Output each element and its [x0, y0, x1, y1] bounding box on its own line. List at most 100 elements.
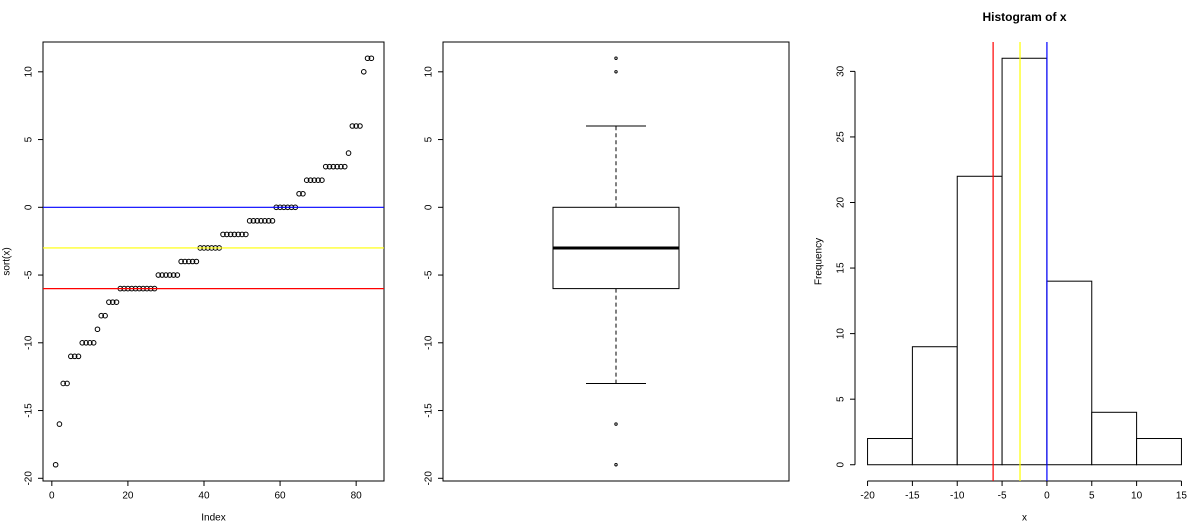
point [334, 163, 340, 170]
point [258, 218, 264, 224]
y-tick-label: 5 [836, 396, 847, 402]
point [83, 339, 89, 346]
point [193, 258, 200, 265]
point [315, 177, 321, 184]
point [109, 299, 116, 305]
y-axis-label: Frequency [814, 238, 825, 285]
point [178, 258, 184, 265]
x-tick-label: 15 [1176, 491, 1188, 502]
bar [1046, 280, 1093, 466]
point [262, 218, 268, 224]
point [64, 380, 70, 387]
bar [1001, 57, 1048, 466]
point [303, 177, 310, 184]
point [353, 123, 359, 129]
x-tick-label: 40 [198, 491, 210, 502]
point [319, 177, 325, 184]
point [56, 421, 63, 427]
y-tick-label: 5 [24, 136, 35, 142]
point [349, 123, 356, 129]
y-tick-label: 10 [424, 66, 435, 78]
chart-title: Histogram of x [982, 10, 1066, 24]
x-tick-label: -5 [998, 491, 1007, 502]
point [227, 231, 234, 238]
y-tick-label: 20 [836, 196, 847, 208]
point [220, 231, 226, 238]
y-tick-label: 0 [836, 462, 847, 468]
y-tick-label: 10 [836, 328, 847, 340]
point [71, 353, 78, 360]
plot-box [42, 41, 385, 482]
point [174, 272, 181, 278]
point [322, 163, 329, 170]
point [166, 272, 173, 278]
x-tick-label: 0 [49, 491, 55, 502]
point [231, 231, 238, 238]
point [52, 461, 59, 468]
bar [867, 438, 913, 466]
point [68, 353, 74, 360]
outlier [614, 70, 618, 74]
point [250, 218, 257, 224]
point [79, 339, 86, 346]
x-tick-label: 5 [1089, 491, 1095, 502]
y-tick-label: -15 [424, 403, 435, 418]
bar [956, 175, 1003, 466]
bar [1136, 438, 1182, 466]
y-tick-label: 0 [24, 204, 35, 210]
x-axis-label: x [1022, 513, 1027, 524]
y-tick-label: -20 [24, 471, 35, 486]
y-tick-label: -15 [24, 403, 35, 418]
point [185, 258, 192, 265]
y-tick-label: 10 [24, 66, 35, 78]
y-tick-label: 15 [836, 262, 847, 274]
point [345, 150, 352, 156]
point [326, 163, 333, 170]
y-tick-label: -5 [424, 270, 435, 279]
point [102, 312, 108, 319]
point [338, 163, 344, 170]
point [189, 258, 196, 265]
point [243, 231, 249, 238]
y-tick-label: 5 [424, 136, 435, 142]
y-tick-label: -5 [24, 270, 35, 279]
point [239, 231, 245, 238]
y-tick-label: 30 [836, 65, 847, 77]
y-tick-label: 25 [836, 131, 847, 143]
x-tick-label: 20 [122, 491, 134, 502]
y-tick-label: 0 [424, 204, 435, 210]
point [163, 272, 169, 278]
point [311, 177, 318, 184]
outlier [614, 56, 618, 60]
point [269, 218, 276, 224]
point [87, 339, 93, 346]
x-tick-label: 60 [275, 491, 287, 502]
outlier [614, 422, 618, 426]
point [170, 272, 177, 278]
point [341, 163, 348, 170]
point [224, 231, 230, 238]
y-axis-label: sort(x) [2, 247, 13, 275]
point [90, 339, 97, 346]
x-tick-label: 10 [1131, 491, 1143, 502]
x-tick-label: 0 [1044, 491, 1050, 502]
point [113, 299, 120, 305]
point [364, 55, 371, 62]
point [75, 353, 82, 360]
bar [1091, 411, 1138, 466]
point [360, 69, 367, 75]
outlier [614, 463, 618, 467]
point [296, 190, 302, 197]
point [235, 231, 242, 238]
point [368, 55, 375, 62]
point [307, 177, 314, 184]
point [265, 218, 272, 224]
point [106, 299, 112, 305]
x-axis-label: Index [201, 513, 225, 524]
x-tick-label: 80 [351, 491, 363, 502]
point [182, 258, 188, 265]
bar [911, 346, 958, 466]
y-tick-label: -10 [24, 335, 35, 350]
point [357, 123, 363, 129]
